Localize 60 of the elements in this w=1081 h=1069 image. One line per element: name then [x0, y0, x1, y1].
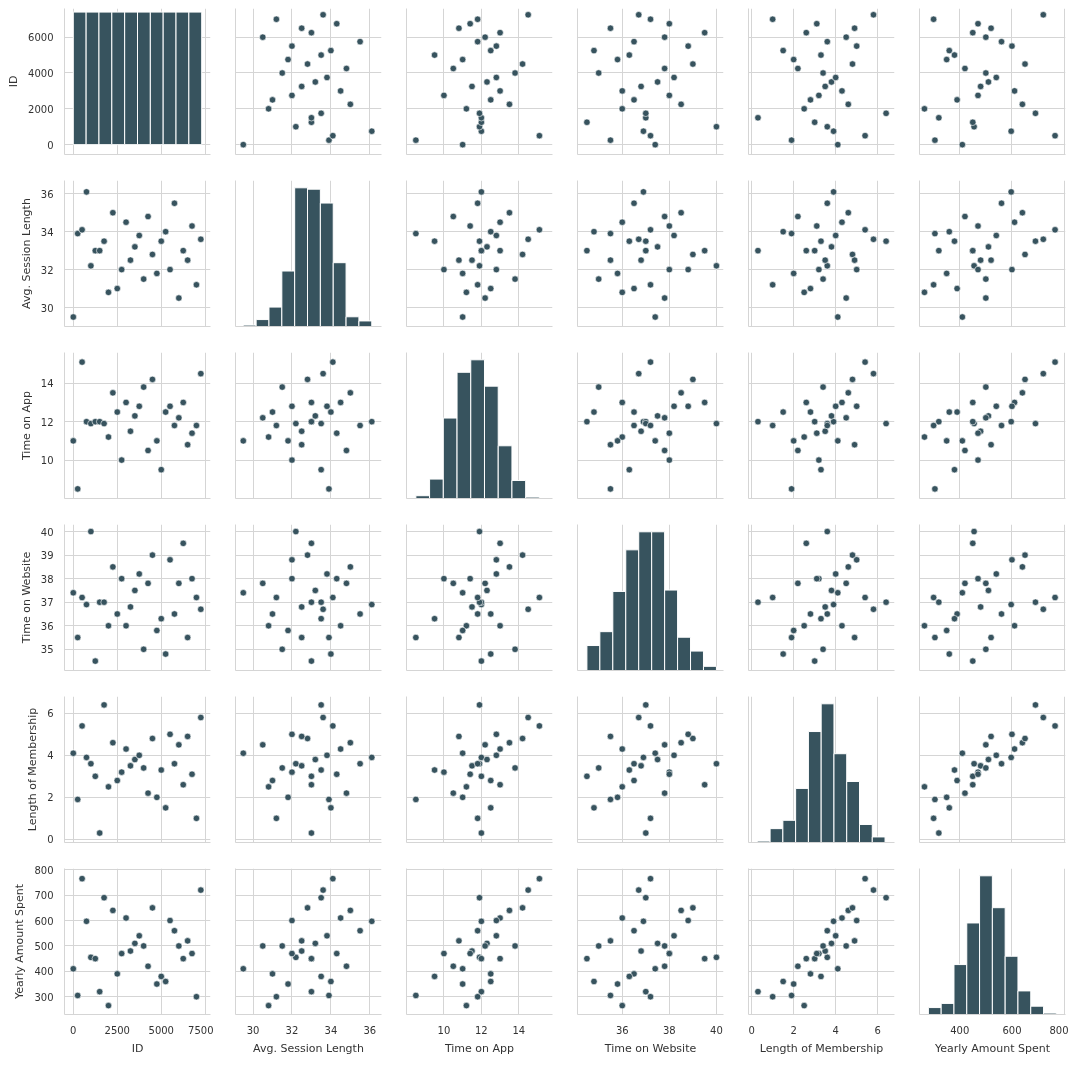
y-tick-label: 4 [47, 750, 54, 762]
y-tick-label: 0 [47, 139, 54, 151]
y-tick-label: 6 [47, 708, 54, 720]
y-tick-label: 600 [34, 915, 54, 927]
x-axis-title: Yearly Amount Spent [933, 1041, 1051, 1055]
x-tick-label: 800 [1049, 1024, 1069, 1036]
y-tick-label: 40 [40, 526, 54, 538]
x-tick-label: 38 [662, 1024, 676, 1036]
y-tick-label: 14 [40, 378, 54, 390]
x-axis-title: Time on Website [603, 1041, 697, 1055]
x-tick-label: 400 [950, 1024, 970, 1036]
y-tick-label: 6000 [28, 32, 54, 44]
x-tick-label: 10 [437, 1024, 451, 1036]
y-tick-label: 400 [34, 966, 54, 978]
x-tick-label: 0 [748, 1024, 755, 1036]
x-tick-label: 2 [790, 1024, 797, 1036]
x-tick-label: 36 [363, 1024, 377, 1036]
x-tick-label: 36 [615, 1024, 629, 1036]
y-axis-title: Time on App [19, 390, 33, 462]
x-tick-label: 12 [475, 1024, 488, 1036]
y-tick-label: 37 [40, 597, 54, 609]
x-axis-title: Avg. Session Length [253, 1041, 364, 1055]
y-tick-label: 4000 [28, 67, 54, 79]
y-tick-label: 0 [47, 834, 54, 846]
x-tick-label: 7500 [188, 1024, 214, 1036]
y-axis-title: ID [7, 75, 21, 88]
y-tick-label: 34 [40, 226, 54, 238]
x-tick-label: 32 [285, 1024, 299, 1036]
y-tick-label: 2 [47, 792, 54, 804]
x-tick-label: 0 [70, 1024, 77, 1036]
y-tick-label: 10 [40, 455, 54, 467]
y-tick-label: 2000 [28, 103, 54, 115]
y-tick-label: 36 [40, 620, 54, 632]
y-tick-label: 12 [40, 416, 54, 428]
x-tick-label: 5000 [148, 1024, 174, 1036]
x-tick-label: 4 [832, 1024, 839, 1036]
y-tick-label: 36 [40, 188, 54, 200]
y-tick-label: 39 [40, 550, 54, 562]
y-tick-label: 700 [34, 890, 54, 902]
x-tick-label: 6 [874, 1024, 881, 1036]
x-tick-label: 34 [324, 1024, 338, 1036]
y-tick-label: 30 [40, 302, 54, 314]
y-axis-title: Avg. Session Length [19, 198, 33, 309]
y-tick-label: 300 [34, 991, 54, 1003]
y-axis-title: Yearly Amount Spent [13, 883, 27, 1001]
x-tick-label: 2500 [104, 1024, 130, 1036]
x-axis-title: ID [131, 1041, 144, 1055]
x-axis-title: Length of Membership [759, 1041, 884, 1055]
y-tick-label: 38 [40, 573, 54, 585]
x-axis-title: Time on App [443, 1041, 515, 1055]
y-tick-label: 32 [40, 264, 54, 276]
x-tick-label: 30 [246, 1024, 260, 1036]
y-tick-label: 35 [40, 644, 54, 656]
y-tick-label: 800 [34, 864, 54, 876]
y-tick-label: 500 [34, 940, 54, 952]
x-tick-label: 14 [512, 1024, 526, 1036]
y-axis-title: Length of Membership [26, 707, 40, 832]
x-tick-label: 600 [1002, 1024, 1022, 1036]
y-axis-title: Time on Website [19, 551, 33, 645]
x-tick-label: 40 [710, 1024, 723, 1036]
